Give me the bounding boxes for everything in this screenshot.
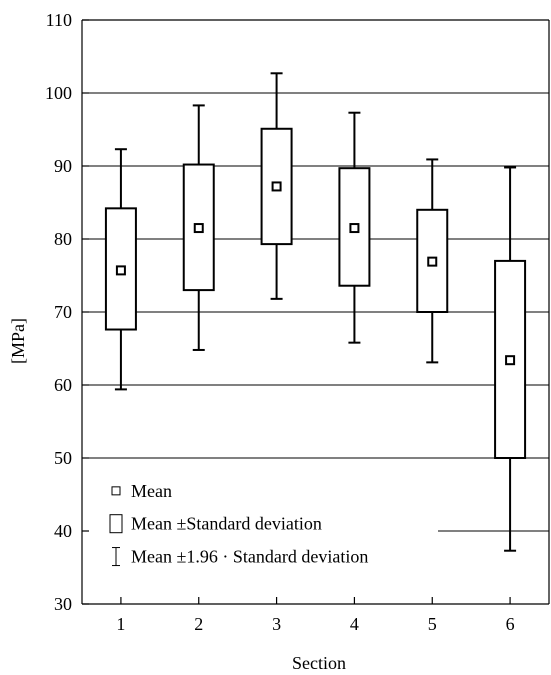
legend-label: Mean ±Standard deviation: [131, 514, 322, 534]
legend-mean-icon: [111, 486, 121, 496]
legend-item-box: Mean ±Standard deviation: [109, 514, 322, 534]
box-group-6: [494, 166, 527, 552]
legend-label: Mean ±1.96 · Standard deviation: [131, 547, 368, 567]
y-tick-label: 30: [54, 594, 72, 614]
box-group-5: [416, 158, 449, 364]
y-tick-label: 90: [54, 156, 72, 176]
mean-marker: [115, 265, 126, 276]
x-tick-label: 1: [116, 614, 125, 634]
y-axis-label: [MPa]: [8, 318, 28, 364]
legend-item-square-marker: Mean: [111, 481, 172, 501]
x-tick-label: 5: [428, 614, 437, 634]
grid-lines: [82, 92, 549, 532]
y-tick-label: 80: [54, 229, 72, 249]
mean-marker: [427, 256, 438, 267]
box-group-3: [260, 72, 293, 300]
mean-marker: [271, 181, 282, 192]
legend-item-whisker: Mean ±1.96 · Standard deviation: [112, 547, 368, 567]
legend-label: Mean: [131, 481, 172, 501]
y-axis: 30 40 50 60 70 80 90 100 110: [45, 10, 550, 614]
box-group-1: [104, 148, 137, 391]
box-series: [104, 72, 527, 552]
y-tick-label: 60: [54, 375, 72, 395]
x-axis-label: Section: [292, 653, 346, 673]
y-tick-label: 40: [54, 521, 72, 541]
y-tick-label: 70: [54, 302, 72, 322]
y-tick-label: 110: [46, 10, 72, 30]
x-tick-label: 3: [272, 614, 281, 634]
x-tick-label: 4: [350, 614, 359, 634]
box-group-2: [182, 104, 215, 351]
legend: Mean Mean ±Standard deviation Mean ±1.96 ·…: [109, 481, 368, 567]
y-tick-label: 50: [54, 448, 72, 468]
x-tick-label: 2: [194, 614, 203, 634]
y-tick-label: 100: [45, 83, 72, 103]
mean-marker: [505, 355, 516, 366]
box-group-4: [338, 111, 371, 344]
x-axis: 1 2 3 4 5 6: [82, 597, 549, 634]
legend-box-icon: [109, 514, 123, 534]
mean-marker: [349, 223, 360, 234]
mean-marker: [193, 223, 204, 234]
x-tick-label: 6: [506, 614, 515, 634]
